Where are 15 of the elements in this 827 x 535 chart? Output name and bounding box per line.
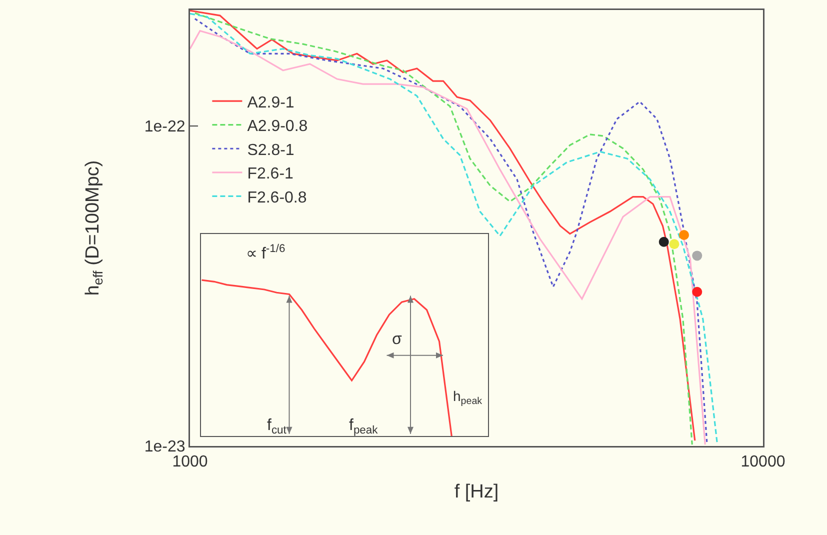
annotation: f$_{cut}$ [267,417,288,436]
legend-label: F2.6-1 [247,166,294,183]
legend-label: S2.8-1 [247,142,294,159]
annotation: σ [392,331,402,348]
annotation: ∝ f$^{-1/6}$ [246,243,286,263]
annotation: f$_{peak}$ [349,417,378,436]
annotation: h$_{peak}$ [453,388,482,407]
x-axis-title: f [Hz] [454,481,499,502]
x-tick-label: 10000 [740,454,786,471]
x-tick-label: 1000 [172,454,208,471]
y-tick-label: 1e-23 [144,438,186,456]
legend-label: A2.9-0.8 [247,118,308,136]
legend-label: F2.6-0.8 [247,189,307,206]
y-tick-label: 1e-22 [144,118,186,136]
legend-label: A2.9-1 [247,94,294,112]
